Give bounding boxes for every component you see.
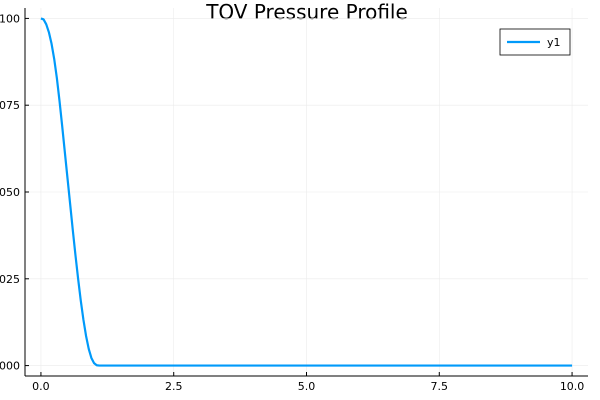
series-line-y1: [40, 17, 573, 367]
grid-lines: [25, 8, 588, 376]
x-tick-label-0: 0.0: [32, 380, 50, 393]
axes: [24, 8, 588, 377]
y-tick-label-4: 100: [0, 12, 20, 25]
legend-label-y1: y1: [547, 36, 561, 49]
x-tick-label-2: 5.0: [298, 380, 316, 393]
y-tick-label-3: 075: [0, 99, 20, 112]
y-tick-label-0: 000: [0, 360, 20, 373]
x-tick-label-1: 2.5: [165, 380, 183, 393]
legend: y1: [499, 28, 571, 56]
y-tick-label-1: 025: [0, 273, 20, 286]
x-tick-label-4: 10.0: [560, 380, 585, 393]
series-lines: [40, 17, 573, 367]
tick-labels: 0.0 2.5 5.0 7.5 10.0 000 025 050 075 100: [0, 12, 584, 393]
y-tick-label-2: 050: [0, 186, 20, 199]
x-tick-label-3: 7.5: [431, 380, 449, 393]
